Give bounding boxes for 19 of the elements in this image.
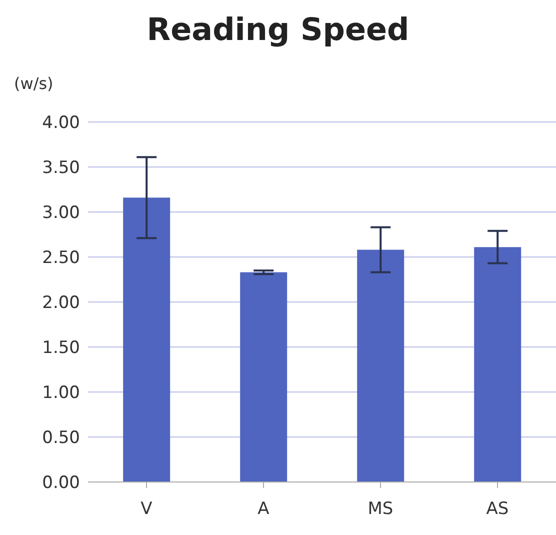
y-tick-label: 4.00 [42,113,80,134]
y-tick-label: 2.00 [42,293,80,314]
y-tick-label: 3.00 [42,203,80,224]
bar [474,247,522,482]
x-tick-label: MS [368,499,394,520]
bar [240,272,288,482]
x-tick-label: AS [486,499,509,520]
y-tick-label: 0.50 [42,428,80,448]
y-tick-label: 3.50 [42,158,80,178]
x-tick-label: V [140,499,153,520]
y-tick-label: 1.50 [42,338,80,358]
y-tick-label: 2.50 [42,248,80,268]
chart-title: Reading Speed [146,12,410,48]
y-tick-label: 1.00 [42,383,80,404]
x-tick-label: A [258,499,270,520]
y-axis-title: (w/s) [14,74,54,93]
y-tick-label: 0.00 [42,473,80,494]
bar [123,198,170,482]
bar [357,250,404,482]
